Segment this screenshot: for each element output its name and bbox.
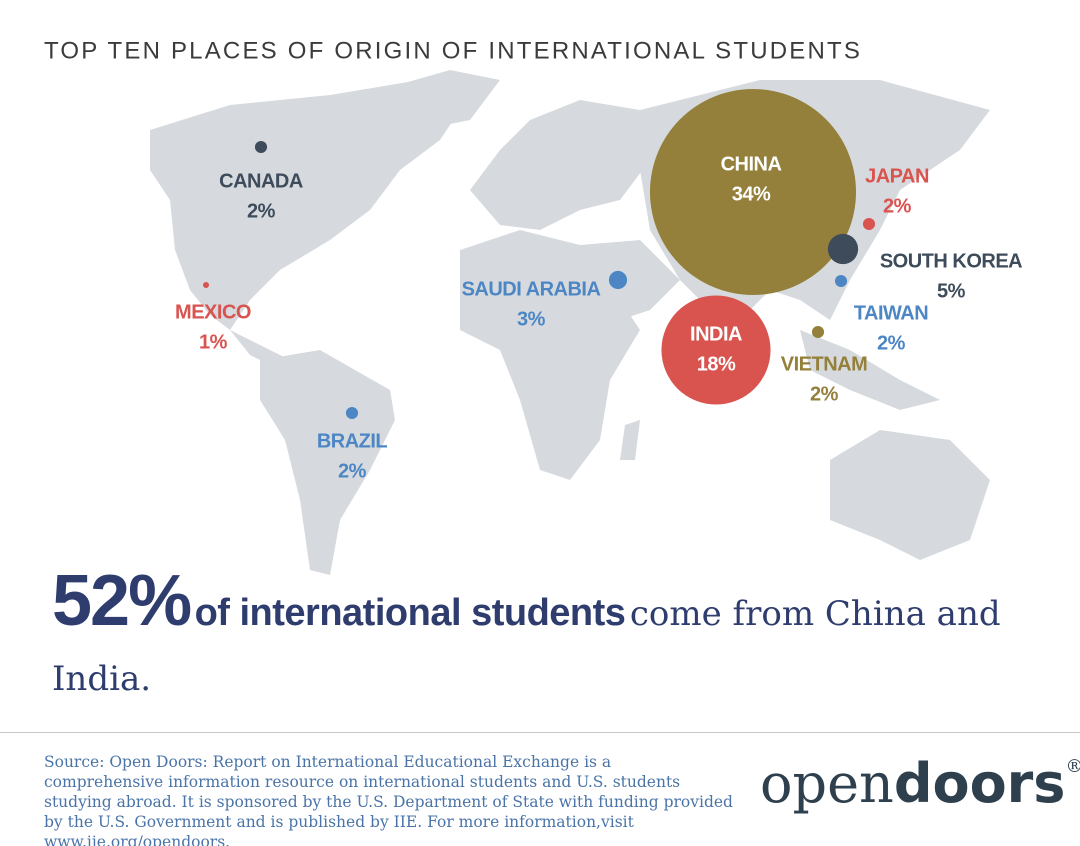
country-label: BRAZIL [317, 430, 388, 452]
value-label: 2% [810, 383, 839, 405]
country-label: CANADA [219, 170, 303, 192]
middle-east [580, 240, 680, 320]
australia [830, 430, 990, 560]
value-label: 18% [697, 353, 736, 375]
bubble [661, 295, 771, 405]
bubble [202, 281, 210, 289]
country-label: VIETNAM [781, 353, 868, 375]
bubble [827, 233, 859, 265]
value-label: 3% [517, 308, 546, 330]
bubble [345, 406, 359, 420]
value-label: 5% [937, 280, 966, 302]
headline-figure: 52% [52, 561, 192, 641]
country-label: TAIWAN [854, 302, 928, 324]
bubble [649, 88, 857, 296]
southeast-asia [800, 330, 940, 410]
greenland [380, 70, 500, 130]
value-label: 2% [877, 332, 906, 354]
bubble [608, 270, 628, 290]
headline: 52% of international students come from … [52, 565, 1062, 715]
logo-mark: ® [1065, 756, 1080, 777]
country-label: JAPAN [865, 165, 929, 187]
bubble [811, 325, 825, 339]
map: TOP TEN PLACES OF ORIGIN OF INTERNATIONA… [44, 37, 1023, 575]
bubble [834, 274, 848, 288]
headline-rest: come from China and India. [52, 594, 1001, 699]
africa [460, 230, 640, 480]
country-label: INDIA [690, 323, 742, 345]
logo-bold: doors [893, 752, 1066, 815]
bubble [254, 140, 268, 154]
value-label: 1% [199, 331, 228, 353]
value-label: 2% [247, 200, 276, 222]
divider [0, 732, 1080, 733]
country-label: MEXICO [175, 301, 251, 323]
source-note: Source: Open Doors: Report on Internatio… [44, 753, 733, 846]
north-america [150, 80, 470, 330]
value-label: 2% [338, 460, 367, 482]
country-label: CHINA [721, 153, 782, 175]
value-label: 2% [883, 195, 912, 217]
country-label: SOUTH KOREA [880, 250, 1022, 272]
value-label: 34% [732, 183, 771, 205]
logo-light: open [760, 752, 894, 815]
bubble [862, 217, 876, 231]
headline-bold: of international students [194, 592, 626, 634]
country-label: SAUDI ARABIA [462, 278, 601, 300]
south-america [260, 350, 395, 575]
madagascar [620, 420, 640, 460]
europe [470, 100, 650, 230]
chart-title: TOP TEN PLACES OF ORIGIN OF INTERNATIONA… [44, 37, 862, 64]
logo: opendoors® [760, 752, 1080, 815]
